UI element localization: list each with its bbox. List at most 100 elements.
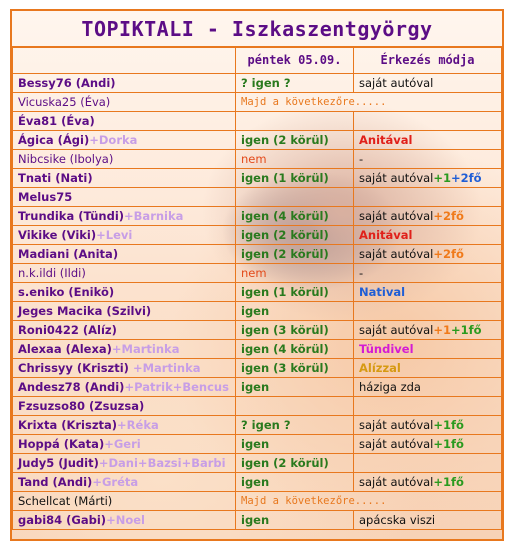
page-title: TOPIKTALI - Iszkaszentgyörgy [12, 11, 502, 47]
attendance-status: Majd a következőre..... [235, 92, 502, 112]
arrival-method: apácska viszi [353, 510, 502, 530]
table-row: Chrissyy (Kriszti) +Martinka igen (3 körü… [12, 358, 502, 378]
participant-cell: Alexaa (Alexa)+Martinka [12, 339, 236, 359]
table-row: Ágica (Ági)+Dorka igen (2 körül) Anitával [12, 130, 502, 150]
participant-cell: Tand (Andi)+Gréta [12, 472, 236, 492]
arrival-method: - [353, 149, 502, 169]
arrival-part: +1fő [433, 474, 464, 489]
attendance-status: igen (2 körül) [235, 225, 354, 245]
participant-name: Éva81 (Éva) [18, 113, 95, 128]
attendance-status: igen (3 körül) [235, 320, 354, 340]
attendance-status: igen (1 körül) [235, 168, 354, 188]
arrival-method: Tündivel [353, 339, 502, 359]
attendance-status [235, 111, 354, 131]
table-row: Madiani (Anita) igen (2 körül) saját autóv… [12, 244, 502, 264]
companions: +Réka [117, 417, 159, 432]
header-arrival: Érkezés módja [353, 47, 502, 74]
table-row: Fzsuzso80 (Zsuzsa) [12, 396, 502, 416]
table-row: n.k.ildi (Ildi) nem - [12, 263, 502, 283]
arrival-part: háziga zda [359, 379, 421, 394]
table-row: Trundika (Tündi)+Barnika igen (4 körül) sa… [12, 206, 502, 226]
arrival-part: +2fő [451, 170, 482, 185]
table-row: Melus75 [12, 187, 502, 207]
arrival-method [353, 187, 502, 207]
table-row: Vikike (Viki)+Levi igen (2 körül) Anitával [12, 225, 502, 245]
participant-cell: Ágica (Ági)+Dorka [12, 130, 236, 150]
companions: +Martinka [128, 360, 201, 375]
participant-name: Melus75 [18, 189, 73, 204]
arrival-method [353, 396, 502, 416]
arrival-part: saját autóval [359, 246, 434, 261]
arrival-method: - [353, 263, 502, 283]
participant-name: Tand (Andi) [18, 474, 93, 489]
participant-name: Krixta (Kriszta) [18, 417, 118, 432]
participant-cell: Andesz78 (Andi)+Patrik+Bencus [12, 377, 236, 397]
table-row: Nibcsike (Ibolya) nem - [12, 149, 502, 169]
participant-name: Nibcsike (Ibolya) [18, 151, 114, 166]
arrival-method: saját autóval+2fő [353, 206, 502, 226]
attendance-status: igen [235, 377, 354, 397]
arrival-method: Natival [353, 282, 502, 302]
participant-name: Tnati (Nati) [18, 170, 93, 185]
arrival-method: saját autóval+1fő [353, 434, 502, 454]
table-row: Vicuska25 (Éva) Majd a következőre..... [12, 92, 502, 112]
participant-name: Madiani (Anita) [18, 246, 119, 261]
participant-cell: Chrissyy (Kriszti) +Martinka [12, 358, 236, 378]
attendance-status: ? igen ? [235, 415, 354, 435]
table-row: Hoppá (Kata)+Geri igen saját autóval+1fő [12, 434, 502, 454]
arrival-part: Anitával [359, 227, 413, 242]
table-row: Roni0422 (Alíz) igen (3 körül) saját autóv… [12, 320, 502, 340]
companions: +Levi [96, 227, 133, 242]
participant-cell: Éva81 (Éva) [12, 111, 236, 131]
participant-cell: Tnati (Nati) [12, 168, 236, 188]
participant-cell: Trundika (Tündi)+Barnika [12, 206, 236, 226]
arrival-method: saját autóval+1fő [353, 472, 502, 492]
arrival-part: +2fő [433, 246, 464, 261]
participant-name: Alexaa (Alexa) [18, 341, 112, 356]
attendance-status: igen (4 körül) [235, 206, 354, 226]
attendance-status [235, 187, 354, 207]
arrival-part: - [359, 265, 364, 280]
arrival-method: saját autóval+2fő [353, 244, 502, 264]
participant-cell: Krixta (Kriszta)+Réka [12, 415, 236, 435]
arrival-part: +1 [433, 170, 452, 185]
header-name-cell [12, 47, 236, 74]
companions: +Noel [106, 512, 145, 527]
arrival-part: - [359, 151, 364, 166]
arrival-method [353, 453, 502, 473]
table-row: Tnati (Nati) igen (1 körül) saját autóval+… [12, 168, 502, 188]
arrival-method: háziga zda [353, 377, 502, 397]
arrival-part: saját autóval [359, 436, 434, 451]
attendance-status: nem [235, 263, 354, 283]
arrival-part: Alízzal [359, 360, 401, 375]
attendance-status: Majd a következőre..... [235, 491, 502, 511]
table-row: Andesz78 (Andi)+Patrik+Bencus igen háziga … [12, 377, 502, 397]
participant-cell: Jeges Macika (Szilvi) [12, 301, 236, 321]
participant-name: Roni0422 (Alíz) [18, 322, 117, 337]
participant-cell: n.k.ildi (Ildi) [12, 263, 236, 283]
arrival-part: saját autóval [359, 170, 434, 185]
participant-name: Ágica (Ági) [18, 132, 90, 147]
arrival-part: Tündivel [359, 341, 414, 356]
participant-cell: Schellcat (Márti) [12, 491, 236, 511]
attendance-status: igen (4 körül) [235, 339, 354, 359]
participant-name: Bessy76 (Andi) [18, 75, 116, 90]
companions: +Dani+Bazsi+Barbi [98, 455, 226, 470]
arrival-method [353, 111, 502, 131]
arrival-part: Natival [359, 284, 406, 299]
participant-name: Trundika (Tündi) [18, 208, 125, 223]
arrival-part: saját autóval [359, 75, 434, 90]
arrival-part: saját autóval [359, 208, 434, 223]
participant-name: Schellcat (Márti) [18, 493, 113, 508]
arrival-part: +1fő [433, 436, 464, 451]
participant-name: Chrissyy (Kriszti) [18, 360, 129, 375]
arrival-method [353, 301, 502, 321]
participant-name: Vicuska25 (Éva) [18, 94, 111, 109]
companions: +Gréta [92, 474, 139, 489]
attendance-status: igen (2 körül) [235, 244, 354, 264]
table-row: Bessy76 (Andi) ? igen ? saját autóval [12, 73, 502, 93]
table-row: Krixta (Kriszta)+Réka? igen ? saját autóv… [12, 415, 502, 435]
attendance-status: igen [235, 301, 354, 321]
attendance-table: péntek 05.09. Érkezés módja Bessy76 (And… [12, 47, 502, 530]
attendance-status: igen (2 körül) [235, 453, 354, 473]
